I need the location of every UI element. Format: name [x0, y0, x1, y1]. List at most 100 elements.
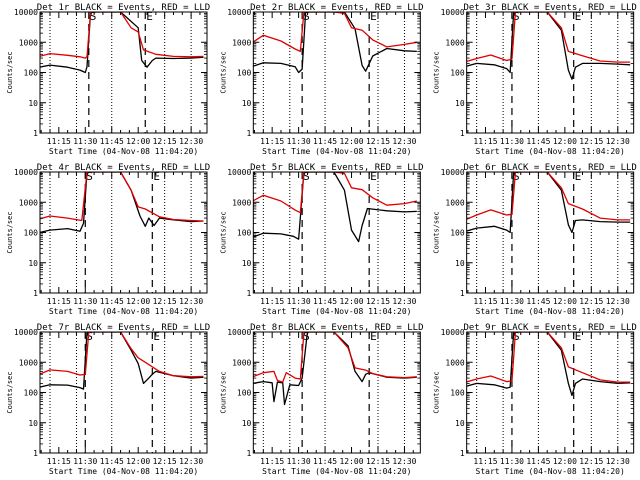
lld-series-line	[40, 172, 204, 222]
x-tick-label: 12:15	[579, 297, 603, 306]
x-tick-label: 11:15	[473, 297, 497, 306]
x-tick-label: 12:15	[366, 297, 390, 306]
y-tick-label: 100	[237, 69, 252, 78]
x-tick-label: 11:15	[473, 137, 497, 146]
y-tick-label: 1000	[19, 38, 38, 47]
panel-title: Det 9r BLACK = Events, RED = LLD	[463, 323, 636, 333]
events-series-line	[253, 12, 417, 74]
y-tick-label: 10	[455, 259, 465, 268]
plot-frame	[252, 11, 421, 134]
x-axis-label: Start Time (04-Nov-08 11:04:20)	[476, 147, 625, 156]
x-tick-label: 11:45	[313, 457, 337, 466]
plot-frame	[39, 171, 208, 294]
marker-label: E	[153, 330, 160, 343]
y-tick-label: 10	[455, 99, 465, 108]
x-tick-label: 12:30	[179, 457, 203, 466]
marker-label: E	[575, 330, 582, 343]
series-group	[466, 172, 631, 234]
lld-series-line	[253, 172, 417, 214]
panel-title: Det 8r BLACK = Events, RED = LLD	[250, 323, 423, 333]
series-group	[40, 12, 204, 74]
y-tick-label: 1000	[232, 358, 251, 367]
events-series-line	[40, 172, 204, 234]
y-axis-label: Counts/sec	[433, 211, 441, 253]
x-tick-label: 12:15	[153, 137, 177, 146]
y-axis-label: Counts/sec	[219, 371, 227, 413]
y-axis-label: Counts/sec	[6, 51, 14, 93]
x-tick-label: 12:30	[392, 137, 416, 146]
x-tick-label: 12:00	[553, 457, 577, 466]
x-tick-label: 12:30	[392, 457, 416, 466]
x-tick-label: 11:30	[287, 457, 311, 466]
x-tick-label: 11:30	[73, 297, 97, 306]
x-tick-label: 11:30	[287, 137, 311, 146]
x-tick-label: 11:45	[100, 137, 124, 146]
x-tick-label: 11:15	[260, 297, 284, 306]
x-tick-label: 12:00	[553, 297, 577, 306]
y-tick-label: 1000	[19, 198, 38, 207]
panel-title: Det 3r BLACK = Events, RED = LLD	[463, 3, 636, 13]
y-tick-label: 1	[247, 289, 252, 298]
x-tick-label: 12:00	[339, 457, 363, 466]
series-group	[466, 12, 631, 80]
plot-frame	[39, 331, 208, 454]
x-tick-label: 12:00	[339, 137, 363, 146]
marker-label: S	[86, 170, 93, 183]
lld-series-line	[253, 332, 417, 383]
y-axis-label: Counts/sec	[433, 371, 441, 413]
marker-label: E	[370, 330, 377, 343]
marker-label: S	[513, 330, 520, 343]
y-tick-label: 1000	[445, 198, 464, 207]
y-tick-label: 1	[460, 129, 465, 138]
x-tick-label: 11:45	[526, 137, 550, 146]
x-tick-label: 11:15	[47, 297, 71, 306]
plot-frame	[466, 171, 635, 294]
marker-label: S	[513, 10, 520, 23]
y-axis-label: Counts/sec	[6, 371, 14, 413]
x-tick-label: 11:15	[260, 457, 284, 466]
x-tick-label: 12:15	[579, 137, 603, 146]
x-tick-label: 12:30	[606, 457, 630, 466]
y-tick-label: 1000	[445, 38, 464, 47]
plot-frame	[252, 331, 421, 454]
x-tick-label: 11:45	[100, 457, 124, 466]
y-tick-label: 100	[450, 69, 465, 78]
x-tick-label: 12:15	[579, 457, 603, 466]
y-tick-label: 1	[33, 289, 38, 298]
x-tick-label: 11:30	[500, 457, 524, 466]
x-axis-label: Start Time (04-Nov-08 11:04:20)	[262, 307, 411, 316]
panel-title: Det 1r BLACK = Events, RED = LLD	[37, 3, 210, 13]
x-axis-label: Start Time (04-Nov-08 11:04:20)	[476, 307, 625, 316]
y-tick-label: 1000	[232, 38, 251, 47]
plot-frame	[466, 11, 635, 134]
lld-series-line	[466, 172, 631, 221]
y-tick-label: 100	[24, 389, 39, 398]
series-group	[40, 332, 204, 390]
panel-title: Det 2r BLACK = Events, RED = LLD	[250, 3, 423, 13]
x-tick-label: 12:00	[126, 297, 150, 306]
x-axis-label: Start Time (04-Nov-08 11:04:20)	[262, 467, 411, 476]
x-axis-label: Start Time (04-Nov-08 11:04:20)	[49, 307, 198, 316]
marker-label: E	[370, 170, 377, 183]
y-axis-label: Counts/sec	[6, 211, 14, 253]
y-tick-label: 1	[247, 449, 252, 458]
y-tick-label: 10000	[441, 168, 465, 177]
x-tick-label: 12:30	[392, 297, 416, 306]
x-axis-label: Start Time (04-Nov-08 11:04:20)	[262, 147, 411, 156]
y-tick-label: 10	[455, 419, 465, 428]
plot-frame	[252, 171, 421, 294]
marker-label: E	[575, 10, 582, 23]
x-tick-label: 11:45	[526, 297, 550, 306]
marker-label: S	[303, 170, 310, 183]
y-tick-label: 10000	[441, 8, 465, 17]
y-tick-label: 100	[237, 389, 252, 398]
x-axis-label: Start Time (04-Nov-08 11:04:20)	[49, 467, 198, 476]
panel-title: Det 4r BLACK = Events, RED = LLD	[37, 163, 210, 173]
